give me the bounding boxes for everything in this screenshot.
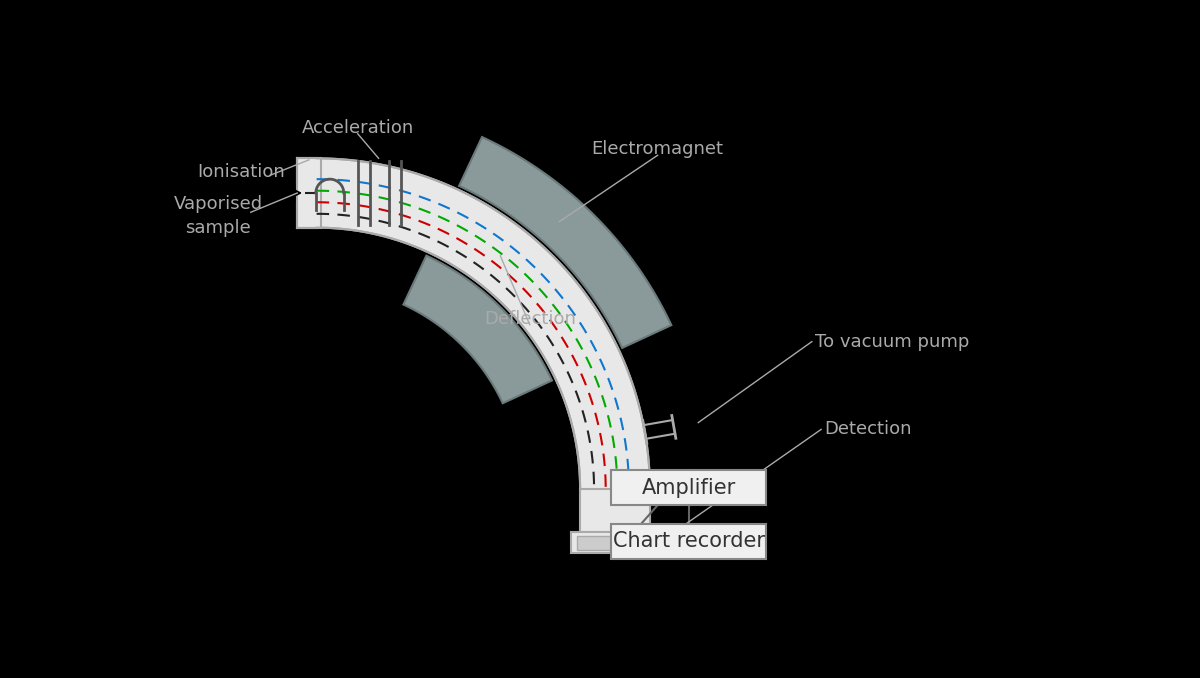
- Bar: [298, 159, 320, 228]
- Text: Acceleration: Acceleration: [301, 119, 414, 136]
- Text: Ionisation: Ionisation: [198, 163, 286, 181]
- Polygon shape: [580, 490, 650, 532]
- Polygon shape: [460, 137, 671, 348]
- Text: Deflection: Deflection: [484, 310, 576, 327]
- Text: Vaporised
sample: Vaporised sample: [174, 195, 263, 237]
- Polygon shape: [317, 159, 650, 490]
- Bar: [571, 532, 659, 553]
- Text: Electromagnet: Electromagnet: [592, 140, 724, 158]
- Text: Chart recorder: Chart recorder: [613, 532, 764, 551]
- Text: To vacuum pump: To vacuum pump: [815, 333, 970, 351]
- Bar: [611, 471, 766, 505]
- Text: Detection: Detection: [824, 420, 912, 439]
- Polygon shape: [403, 256, 552, 403]
- Text: Amplifier: Amplifier: [642, 477, 736, 498]
- Bar: [611, 524, 766, 559]
- Bar: [577, 536, 653, 550]
